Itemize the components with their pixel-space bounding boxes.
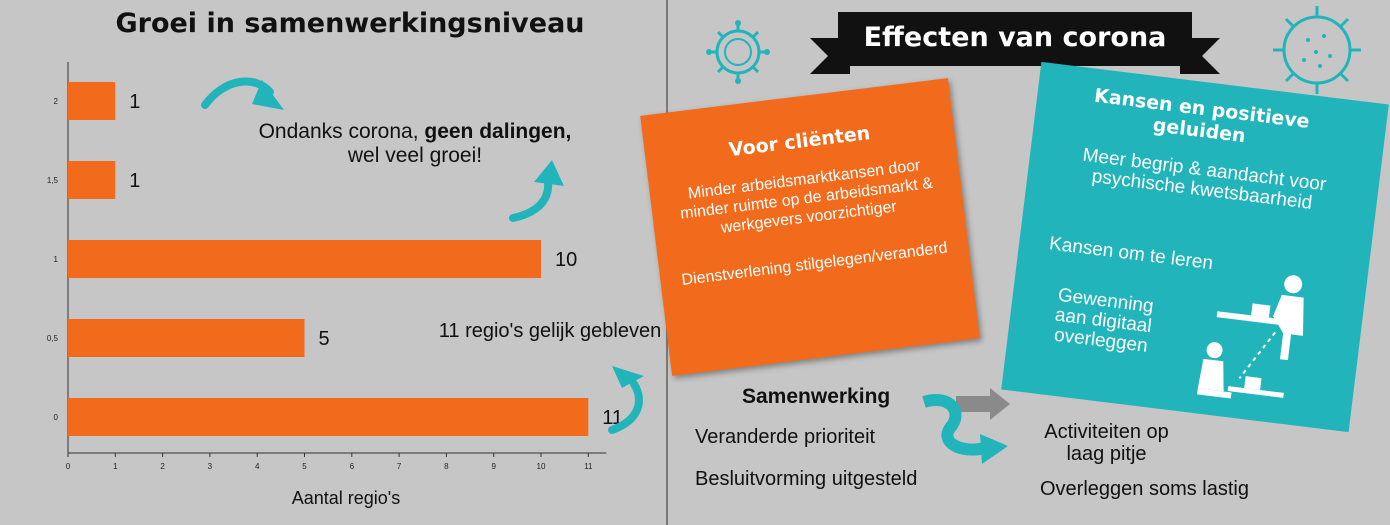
person-laptop-icon: [1216, 275, 1304, 379]
virus-icon: [706, 20, 770, 84]
bar: [68, 319, 305, 357]
cooperation-item-3: Activiteiten op laag pitje: [1044, 421, 1169, 465]
x-tick-label: 5: [302, 462, 307, 471]
banner-title: Effecten van corona: [863, 22, 1167, 53]
x-tick-label: 9: [491, 462, 496, 471]
y-tick-label: 2: [54, 97, 59, 106]
x-tick-label: 0: [66, 462, 71, 471]
x-tick-label: 10: [537, 462, 546, 471]
bar: [68, 398, 589, 436]
data-label: 5: [319, 328, 330, 350]
data-label: 1: [129, 170, 140, 192]
bar: [68, 161, 116, 199]
annotation-growth: Ondanks corona, geen dalingen, wel veel …: [258, 120, 572, 167]
x-tick-label: 2: [160, 462, 165, 471]
curved-arrow-icon: [608, 380, 643, 434]
child-laptop-icon: [1197, 342, 1284, 399]
annotation-equal: 11 regio's gelijk gebleven: [438, 320, 662, 342]
y-tick-label: 1: [54, 255, 59, 264]
cooperation-item-4: Overleggen soms lastig: [1040, 478, 1249, 500]
x-tick-label: 8: [444, 462, 449, 471]
x-tick-label: 11: [584, 462, 593, 471]
chart-title: Groei in samenwerkingsniveau: [115, 8, 585, 39]
data-label: 10: [555, 249, 577, 271]
cooperation-title: Samenwerking: [742, 385, 891, 408]
curved-arrow-icon: [922, 388, 1010, 464]
arrow-head: [612, 366, 644, 388]
chart-bars: [68, 82, 589, 436]
bar: [68, 82, 116, 120]
x-tick-label: 6: [350, 462, 355, 471]
positive-item-1: Meer begrip & aandacht voor psychische k…: [1081, 144, 1328, 214]
x-tick-label: 4: [255, 462, 260, 471]
x-tick-label: 7: [397, 462, 402, 471]
x-tick-label: 1: [113, 462, 118, 471]
banner-ribbon: [810, 12, 1220, 74]
arrow-head: [252, 80, 284, 110]
virus-icon: [1273, 6, 1361, 94]
y-tick-label: 1,5: [47, 176, 59, 185]
positive-card: Kansen en positieve geluiden Meer begrip…: [1001, 61, 1389, 433]
clients-card: Voor cliënten Minder arbeidsmarktkansen …: [640, 78, 980, 376]
bar: [68, 240, 541, 278]
clients-item-2: Dienstverlening stilgelegen/veranderd: [680, 239, 949, 289]
arrow-head: [534, 160, 564, 186]
x-axis-label: Aantal regio's: [292, 488, 401, 508]
y-tick-label: 0,5: [47, 334, 59, 343]
positive-item-3: Gewenning aan digitaal overleggen: [1052, 284, 1155, 357]
cooperation-item-1: Veranderde prioriteit: [695, 426, 876, 448]
y-tick-label: 0: [54, 413, 59, 422]
cooperation-item-2: Besluitvorming uitgesteld: [695, 468, 918, 490]
data-label: 1: [129, 91, 140, 113]
x-tick-label: 3: [208, 462, 213, 471]
curved-arrow-icon: [509, 176, 553, 222]
clients-item-1: Minder arbeidsmarktkansen door minder ru…: [679, 157, 934, 237]
